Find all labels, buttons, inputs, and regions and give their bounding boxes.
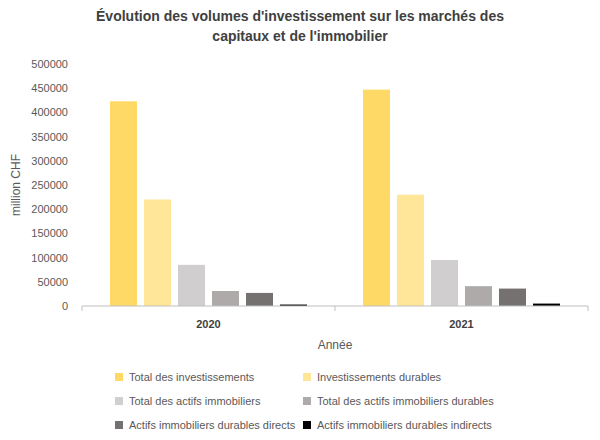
legend-label: Actifs immobiliers durables indirects — [317, 419, 492, 431]
x-axis-label: Année — [318, 338, 353, 352]
y-tick-label: 0 — [62, 300, 68, 312]
chart-title: Évolution des volumes d'investissement s… — [70, 6, 530, 46]
x-category-divider — [82, 306, 83, 311]
y-tick-label: 500000 — [31, 58, 68, 70]
legend-swatch — [115, 373, 123, 381]
y-tick-label: 350000 — [31, 131, 68, 143]
bar — [431, 260, 458, 306]
x-category-divider — [588, 306, 589, 311]
y-tick-label: 400000 — [31, 106, 68, 118]
y-tick-label: 250000 — [31, 179, 68, 191]
x-category-divider — [335, 306, 336, 311]
legend-swatch — [303, 421, 311, 429]
y-tick-label: 100000 — [31, 252, 68, 264]
legend-label: Actifs immobiliers durables directs — [129, 419, 296, 431]
y-tick-label: 450000 — [31, 82, 68, 94]
legend-label: Total des actifs immobiliers durables — [317, 395, 494, 407]
bar — [178, 265, 205, 306]
y-tick-label: 300000 — [31, 155, 68, 167]
legend-swatch — [303, 373, 311, 381]
legend-label: Total des investissements — [129, 371, 255, 383]
legend-swatch — [303, 397, 311, 405]
y-axis-label: million CHF — [9, 154, 23, 216]
chart: 0 50000 100000 150000 200000 250000 300000 3500… — [0, 0, 600, 440]
y-tick-label: 200000 — [31, 203, 68, 215]
x-tick-label: 2020 — [196, 318, 220, 330]
bar — [363, 90, 390, 306]
y-tick-label: 50000 — [37, 276, 68, 288]
legend-swatch — [115, 397, 123, 405]
bar — [110, 101, 137, 306]
bar — [499, 289, 526, 306]
bar — [465, 286, 492, 306]
bar — [246, 293, 273, 306]
y-tick-label: 150000 — [31, 227, 68, 239]
legend-label: Total des actifs immobiliers — [129, 395, 261, 407]
legend: Total des investissements Investissements… — [115, 371, 494, 431]
page: {"chart_data": {"type": "bar", "title": … — [0, 0, 600, 440]
bar — [397, 195, 424, 306]
legend-label: Investissements durables — [317, 371, 442, 383]
bar — [144, 200, 171, 306]
bars — [110, 90, 560, 306]
x-tick-label: 2021 — [449, 318, 473, 330]
bar — [212, 291, 239, 306]
legend-swatch — [115, 421, 123, 429]
